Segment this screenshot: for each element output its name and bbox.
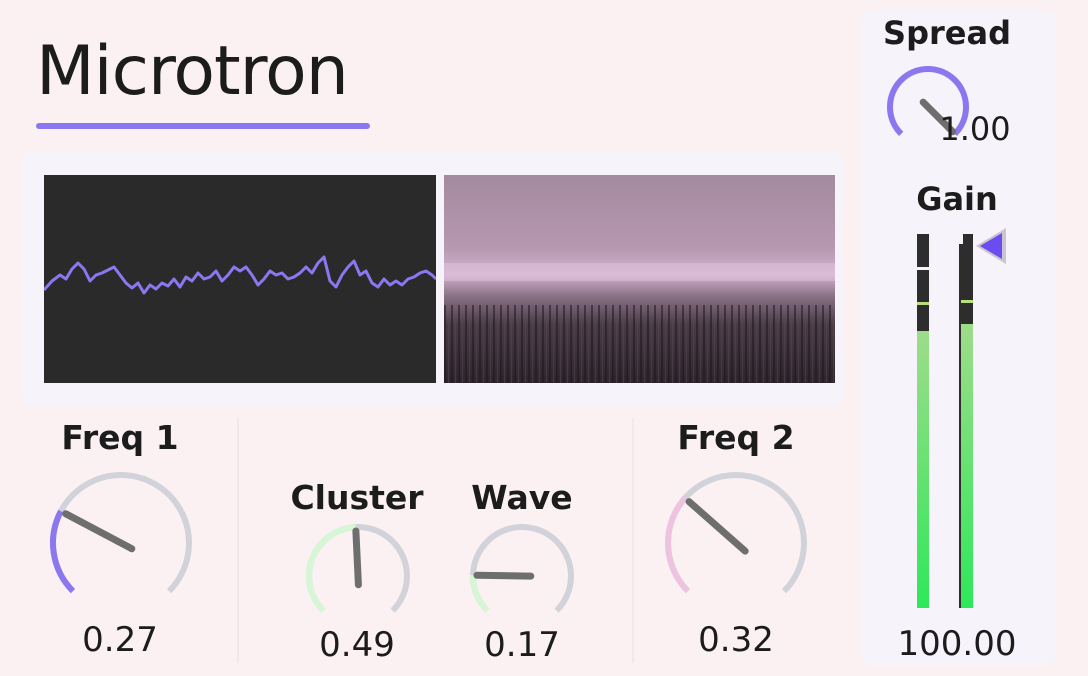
knob-track xyxy=(50,472,192,594)
knob-value-arc xyxy=(50,509,76,594)
knob-value-arc xyxy=(887,66,969,136)
knob-track xyxy=(470,524,574,613)
knob-pointer xyxy=(919,98,957,136)
cluster-label: Cluster xyxy=(290,478,424,517)
gain-label: Gain xyxy=(916,180,998,218)
waveform-trace xyxy=(44,255,436,295)
meter-marker xyxy=(961,300,973,303)
gain-meter-left-fill xyxy=(917,331,929,608)
meter-marker xyxy=(917,302,929,305)
title-underline xyxy=(36,123,370,129)
knob-track xyxy=(665,472,807,594)
cluster-value: 0.49 xyxy=(319,625,395,665)
knob-value-arc xyxy=(306,524,356,613)
meter-slider-gap xyxy=(959,234,963,244)
section-divider xyxy=(632,418,634,663)
freq1-value: 0.27 xyxy=(82,620,158,660)
freq2-value: 0.32 xyxy=(698,620,774,660)
spectrogram-display xyxy=(444,175,835,383)
knob-pointer xyxy=(685,498,749,555)
knob-pointer xyxy=(473,571,535,580)
spread-value: 1.00 xyxy=(939,110,1011,148)
app-title: Microtron xyxy=(36,32,349,111)
freq1-label: Freq 1 xyxy=(61,418,179,457)
knob-pointer xyxy=(62,510,136,553)
freq2-label: Freq 2 xyxy=(677,418,795,457)
gain-value: 100.00 xyxy=(897,624,1017,664)
knob-pointer xyxy=(352,527,362,589)
spread-label: Spread xyxy=(883,14,1011,52)
wave-knob[interactable] xyxy=(468,522,576,630)
gain-slider-handle[interactable] xyxy=(972,224,1012,268)
section-divider xyxy=(237,418,239,663)
gain-meter-left xyxy=(917,234,929,608)
knob-value-arc xyxy=(470,575,490,613)
gain-meter-right xyxy=(959,234,973,608)
freq2-knob[interactable] xyxy=(663,470,809,616)
knob-value-arc xyxy=(665,496,691,594)
freq1-knob[interactable] xyxy=(48,470,194,616)
meter-marker xyxy=(917,267,929,270)
cluster-knob[interactable] xyxy=(304,522,412,630)
wave-value: 0.17 xyxy=(484,625,560,665)
spread-knob[interactable] xyxy=(885,64,971,150)
gain-meter-right-fill xyxy=(961,323,973,608)
oscilloscope-display xyxy=(44,175,436,383)
gain-pointer-triangle xyxy=(980,233,1002,259)
wave-label: Wave xyxy=(471,478,573,517)
